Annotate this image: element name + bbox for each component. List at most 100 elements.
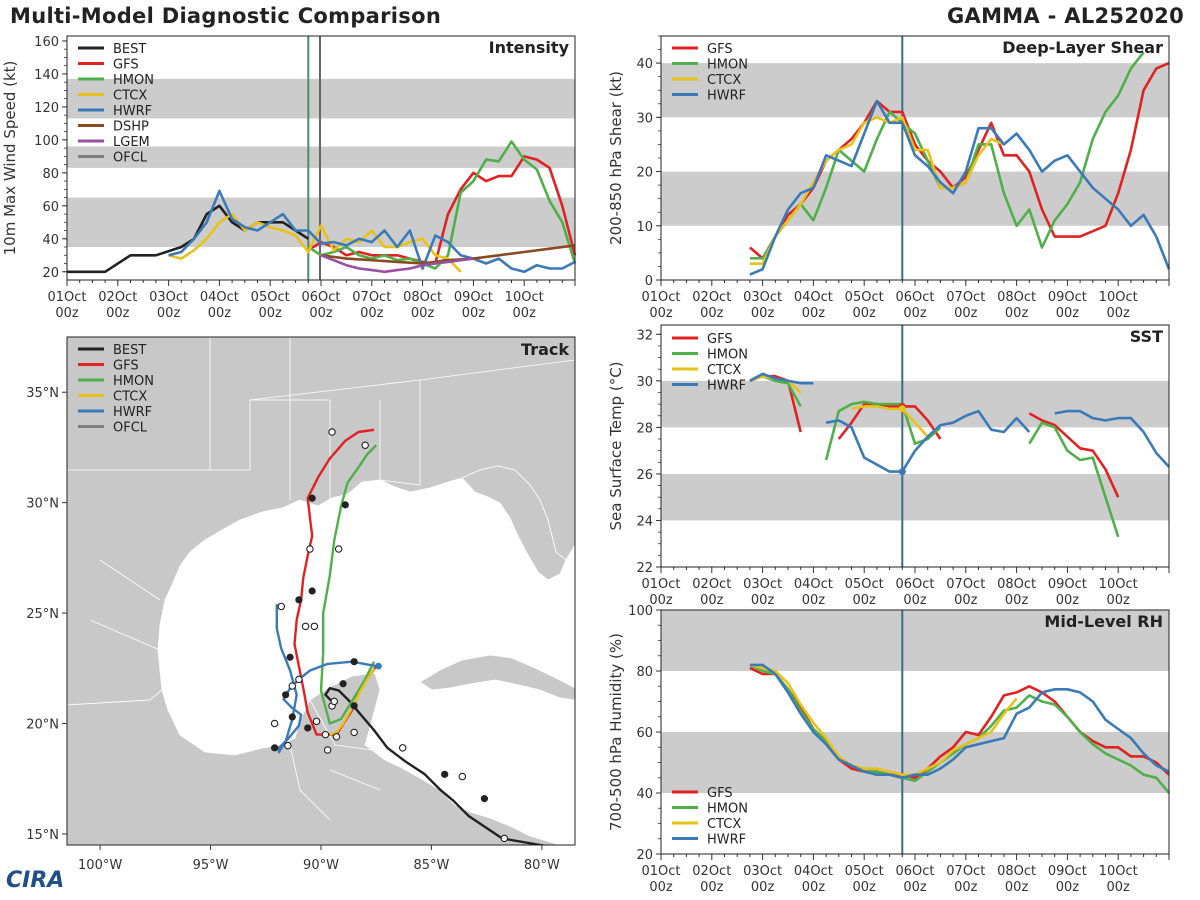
rh-y-tick-label: 40 [636,787,653,802]
intensity-series-dshp [320,244,576,265]
sst-x-tick-label: 09Oct [1048,577,1087,592]
track-lines [270,428,548,845]
track-marker-open [334,545,343,553]
shear-title: Deep-Layer Shear [1002,38,1163,57]
sst-x-tick-label: 02Oct [692,577,731,592]
intensity-series-hwrf [168,189,576,274]
sst-y-axis-label: Sea Surface Temp (°C) [607,361,625,530]
intensity-x-tick-sublabel: 00z [462,306,486,321]
rh-x-tick-label: 08Oct [997,864,1036,879]
rh-x-tick-label: 07Oct [946,864,985,879]
rh-x-tick-label: 02Oct [692,864,731,879]
rh-band [661,610,1169,671]
track-marker-open [288,682,297,690]
intensity-band [67,197,575,248]
track-legend-label-hmon: HMON [113,374,154,389]
shear-x-tick-sublabel: 00z [903,306,927,321]
track-legend-label-best: BEST [113,343,146,358]
sst-series-gfs [837,402,942,440]
rh-x-tick-label: 10Oct [1099,864,1138,879]
shear-x-tick-sublabel: 00z [853,306,877,321]
track-panel: 100°W 95°W 90°W 85°W 80°W 15°N 20°N 25°N 30°N 35°… [26,336,576,873]
track-marker-filled [480,795,489,803]
track-marker-filled [308,494,316,502]
sst-band [661,473,1169,521]
shear-x-tick-label: 04Oct [794,290,833,305]
track-x-tick-label: 85°W [413,858,449,873]
sst-x-tick-sublabel: 00z [903,593,927,608]
sst-series-hwrf [1054,409,1170,468]
track-marker-filled [350,658,358,666]
rh-y-tick-label: 100 [628,604,653,619]
intensity-x-tick-sublabel: 00z [157,306,181,321]
intensity-y-tick-label: 40 [42,233,59,248]
shear-legend-label-ctcx: CTCX [707,73,741,88]
intensity-x-tick-sublabel: 00z [309,306,333,321]
sst-x-tick-label: 08Oct [997,577,1036,592]
intensity-y-tick-label: 100 [34,134,59,149]
shear-y-tick-label: 20 [636,166,653,181]
rh-x-tick-sublabel: 00z [700,880,724,895]
rh-y-tick-label: 20 [636,848,653,863]
intensity-x-tick-label: 10Oct [505,290,544,305]
intensity-series-best [67,204,310,274]
sst-x-tick-sublabel: 00z [700,593,724,608]
shear-y-tick-label: 10 [636,220,653,235]
shear-x-tick-sublabel: 00z [954,306,978,321]
shear-series-ctcx [749,116,1005,266]
track-x-tick-label: 90°W [303,858,339,873]
shear-x-tick-label: 03Oct [743,290,782,305]
intensity-y-tick-label: 140 [34,68,59,83]
rh-x-tick-sublabel: 00z [1005,880,1029,895]
sst-x-tick-label: 04Oct [794,577,833,592]
intensity-x-tick-label: 06Oct [301,290,340,305]
rh-y-tick-label: 60 [636,726,653,741]
intensity-legend-label-lgem: LGEM [113,135,150,150]
rh-x-tick-label: 03Oct [743,864,782,879]
track-legend-label-hwrf: HWRF [113,405,152,420]
intensity-x-tick-sublabel: 00z [208,306,232,321]
track-legend-label-ofcl: OFCL [113,421,148,436]
intensity-band [67,78,575,119]
track-marker-open [361,441,369,449]
rh-y-tick-label: 80 [636,665,653,680]
intensity-y-tick-label: 160 [34,35,59,50]
shear-panel: 01Oct00z02Oct00z03Oct00z04Oct00z05Oct00z… [607,35,1171,321]
track-marker-filled [339,680,347,688]
intensity-frame [66,35,576,281]
shear-x-tick-sublabel: 00z [751,306,775,321]
shear-legend-label-hmon: HMON [707,58,748,73]
sst-y-tick-label: 24 [636,514,653,529]
intensity-x-tick-sublabel: 00z [55,306,79,321]
rh-legend-label-hwrf: HWRF [707,833,746,848]
shear-x-tick-label: 10Oct [1099,290,1138,305]
track-marker-filled [295,596,303,604]
shear-band [661,171,1169,226]
track-marker-open [328,428,336,436]
sst-x-tick-label: 01Oct [641,577,680,592]
rh-x-tick-sublabel: 00z [954,880,978,895]
shear-x-tick-label: 08Oct [997,290,1036,305]
rh-x-tick-sublabel: 00z [1107,880,1131,895]
shear-x-tick-label: 09Oct [1048,290,1087,305]
intensity-legend-label-best: BEST [113,42,146,57]
track-x-tick-label: 100°W [78,858,122,873]
rh-y-axis-label: 700-500 hPa Humidity (%) [607,633,625,831]
rh-series-hmon [749,663,1170,794]
sst-legend-label-hmon: HMON [707,348,748,363]
intensity-x-tick-label: 05Oct [251,290,290,305]
page-title: Multi-Model Diagnostic Comparison [10,4,442,28]
sst-marker-hwrf [898,468,906,476]
shear-x-tick-sublabel: 00z [1056,306,1080,321]
track-legend-label-gfs: GFS [113,359,139,374]
cira-logo: CIRA [6,868,65,893]
track-marker-filled [304,724,312,732]
intensity-y-tick-label: 120 [34,101,59,116]
intensity-legend-label-hmon: HMON [113,73,154,88]
intensity-y-tick-label: 20 [42,266,59,281]
track-marker-open [458,772,467,781]
sst-y-tick-label: 28 [636,421,653,436]
sst-legend-label-hwrf: HWRF [707,379,746,394]
intensity-legend-label-ofcl: OFCL [113,151,148,166]
intensity-x-tick-sublabel: 00z [360,306,384,321]
